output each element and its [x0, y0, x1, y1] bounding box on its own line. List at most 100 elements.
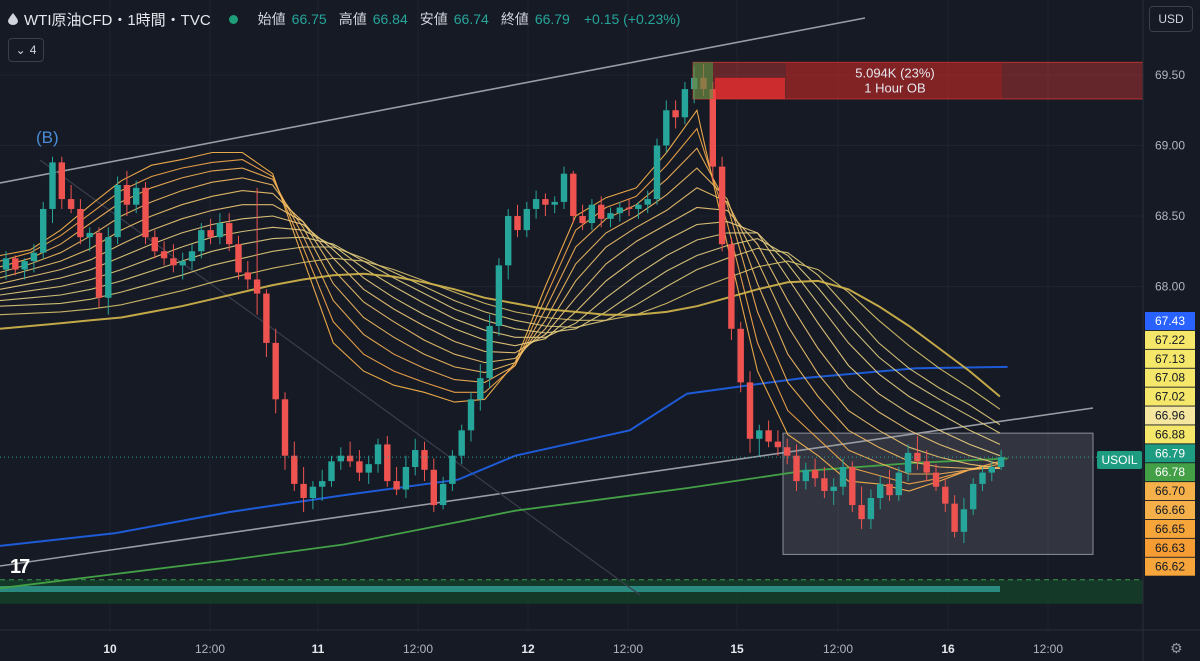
- candle-body[interactable]: [123, 184, 131, 205]
- tradingview-logo[interactable]: 17: [10, 556, 30, 578]
- candle-body[interactable]: [607, 213, 614, 219]
- candle-body[interactable]: [542, 199, 549, 205]
- candle-body[interactable]: [616, 207, 623, 214]
- candle-body[interactable]: [49, 162, 56, 209]
- candle-body[interactable]: [151, 237, 158, 252]
- candle-body[interactable]: [179, 261, 186, 266]
- candle-body[interactable]: [625, 207, 633, 209]
- candle-body[interactable]: [728, 244, 735, 329]
- candle-body[interactable]: [653, 145, 661, 200]
- consolidation-box[interactable]: [782, 432, 1094, 555]
- ema-ribbon-line[interactable]: [0, 204, 1001, 465]
- candle-body[interactable]: [458, 430, 465, 456]
- upper-channel-line[interactable]: [0, 17, 866, 184]
- candle-body[interactable]: [216, 223, 224, 238]
- candle-body[interactable]: [402, 466, 410, 490]
- candle-body[interactable]: [188, 251, 196, 262]
- candle-body[interactable]: [133, 187, 140, 205]
- candle-body[interactable]: [226, 223, 233, 245]
- candle-body[interactable]: [21, 261, 28, 270]
- candle-body[interactable]: [598, 204, 605, 219]
- price-label-box[interactable]: [1145, 387, 1195, 406]
- candle-body[interactable]: [300, 483, 307, 498]
- candle-body[interactable]: [384, 444, 391, 482]
- candle-body[interactable]: [244, 272, 251, 280]
- candle-body[interactable]: [30, 252, 38, 262]
- candle-body[interactable]: [291, 455, 298, 484]
- price-label-box[interactable]: [1145, 557, 1195, 576]
- candle-body[interactable]: [765, 430, 772, 442]
- candle-body[interactable]: [923, 461, 930, 473]
- candle-body[interactable]: [867, 498, 875, 520]
- candle-body[interactable]: [514, 216, 521, 231]
- candle-body[interactable]: [439, 483, 447, 506]
- candle-body[interactable]: [635, 204, 642, 209]
- candle-body[interactable]: [579, 216, 586, 224]
- ema-ribbon-line[interactable]: [0, 147, 1000, 475]
- symbol-title[interactable]: WTI原油CFD・1時間・TVC: [24, 11, 211, 29]
- price-label-box[interactable]: [1145, 312, 1195, 330]
- price-label-box[interactable]: [1145, 406, 1195, 425]
- candle-body[interactable]: [328, 461, 335, 482]
- candle-body[interactable]: [951, 503, 958, 532]
- candle-body[interactable]: [105, 237, 112, 298]
- candle-body[interactable]: [198, 230, 205, 252]
- candle-body[interactable]: [746, 382, 754, 439]
- candle-body[interactable]: [839, 466, 847, 487]
- candle-body[interactable]: [449, 455, 456, 484]
- candle-body[interactable]: [477, 378, 484, 400]
- candle-body[interactable]: [505, 216, 512, 266]
- candle-body[interactable]: [784, 447, 791, 456]
- candle-body[interactable]: [802, 469, 809, 482]
- price-label-box[interactable]: [1145, 482, 1195, 501]
- price-label-box[interactable]: [1145, 368, 1195, 387]
- candle-body[interactable]: [58, 162, 65, 200]
- symbol-tag[interactable]: [1097, 451, 1142, 469]
- candle-body[interactable]: [932, 472, 940, 487]
- ema-ribbon-line[interactable]: [0, 108, 1001, 492]
- indicators-toggle[interactable]: ⌄ 4: [8, 38, 44, 62]
- candle-body[interactable]: [253, 279, 261, 294]
- price-label-box[interactable]: [1145, 538, 1195, 557]
- candle-body[interactable]: [272, 342, 279, 400]
- candle-body[interactable]: [86, 232, 93, 238]
- candle-body[interactable]: [114, 184, 121, 238]
- candle-body[interactable]: [467, 399, 475, 431]
- candle-body[interactable]: [95, 232, 103, 298]
- lower-channel-line[interactable]: [0, 407, 1094, 567]
- currency-button[interactable]: USD: [1149, 6, 1193, 32]
- candle-body[interactable]: [170, 258, 177, 266]
- candle-body[interactable]: [160, 251, 168, 259]
- candle-body[interactable]: [551, 201, 558, 205]
- candle-body[interactable]: [672, 110, 679, 118]
- candle-body[interactable]: [142, 187, 149, 238]
- diagonal-trend-line[interactable]: [39, 159, 641, 596]
- candle-body[interactable]: [67, 199, 75, 209]
- candle-body[interactable]: [979, 472, 986, 484]
- candle-body[interactable]: [374, 444, 382, 465]
- candle-body[interactable]: [960, 509, 968, 532]
- candle-body[interactable]: [914, 452, 921, 462]
- candle-body[interactable]: [12, 258, 19, 270]
- candle-body[interactable]: [486, 325, 493, 379]
- candle-body[interactable]: [877, 483, 884, 498]
- candle-body[interactable]: [356, 461, 363, 473]
- candle-body[interactable]: [904, 452, 912, 473]
- candle-body[interactable]: [365, 464, 372, 473]
- price-label-box[interactable]: [1145, 463, 1195, 482]
- candle-body[interactable]: [821, 478, 828, 491]
- candle-body[interactable]: [970, 483, 977, 510]
- price-label-box[interactable]: [1145, 330, 1195, 349]
- candle-body[interactable]: [811, 469, 819, 479]
- candle-body[interactable]: [756, 430, 763, 439]
- candle-body[interactable]: [886, 483, 893, 496]
- candle-body[interactable]: [830, 486, 837, 491]
- price-label-box[interactable]: [1145, 425, 1195, 444]
- ema-ribbon-line[interactable]: [0, 187, 1000, 469]
- candle-body[interactable]: [849, 466, 856, 506]
- candle-body[interactable]: [793, 455, 800, 482]
- candle-body[interactable]: [942, 486, 949, 504]
- ema-ribbon-line[interactable]: [0, 167, 1000, 469]
- candle-body[interactable]: [337, 455, 344, 462]
- candle-body[interactable]: [718, 166, 726, 245]
